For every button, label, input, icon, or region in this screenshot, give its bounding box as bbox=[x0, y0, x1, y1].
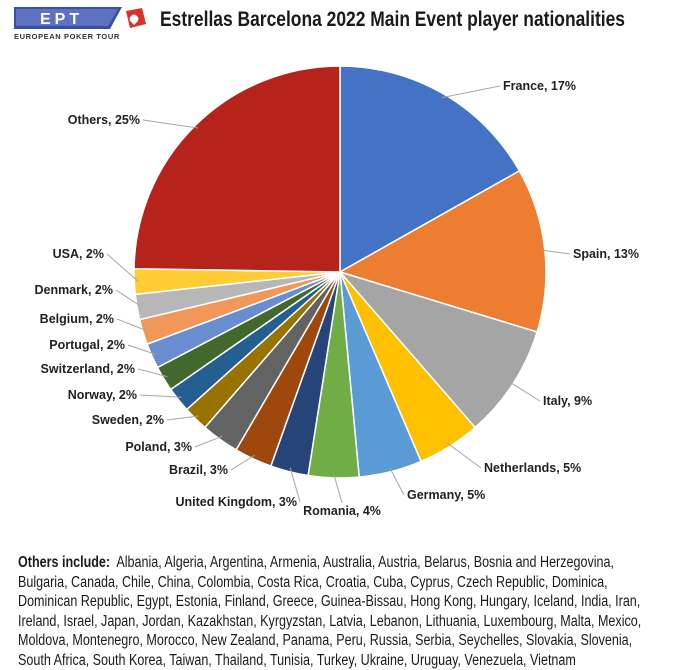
data-label: Denmark, 2% bbox=[34, 283, 113, 297]
leader-line bbox=[390, 468, 404, 495]
footnote-line: Bulgaria, Canada, Chile, China, Colombia… bbox=[18, 573, 690, 593]
data-label: Germany, 5% bbox=[407, 488, 485, 502]
leader-line bbox=[442, 86, 500, 98]
others-footnote: Others include: Albania, Algeria, Argent… bbox=[18, 553, 690, 670]
data-label: Spain, 13% bbox=[573, 247, 639, 261]
data-label: United Kingdom, 3% bbox=[175, 495, 297, 509]
data-label: Belgium, 2% bbox=[40, 312, 114, 326]
data-label: USA, 2% bbox=[53, 247, 104, 261]
data-label: Italy, 9% bbox=[543, 394, 592, 408]
data-label: Others, 25% bbox=[68, 113, 140, 127]
data-label: France, 17% bbox=[503, 79, 576, 93]
leader-line bbox=[231, 455, 255, 470]
data-label: Netherlands, 5% bbox=[484, 461, 581, 475]
data-label: Poland, 3% bbox=[125, 440, 192, 454]
data-label: Switzerland, 2% bbox=[41, 362, 135, 376]
data-label: Portugal, 2% bbox=[49, 338, 125, 352]
pie-slice-others bbox=[134, 66, 340, 272]
leader-line bbox=[143, 120, 198, 128]
footnote-line: Moldova, Montenegro, Morocco, New Zealan… bbox=[18, 631, 690, 651]
data-label: Brazil, 3% bbox=[169, 463, 228, 477]
leader-line bbox=[195, 436, 222, 447]
leader-line bbox=[509, 382, 540, 401]
footnote-label: Others include: bbox=[18, 554, 110, 571]
pie-chart: France, 17% Spain, 13% Italy, 9% Netherland… bbox=[0, 0, 700, 545]
footnote-line: Dominican Republic, Egypt, Estonia, Finl… bbox=[18, 592, 690, 612]
leader-line bbox=[447, 443, 481, 468]
footnote-line: Albania, Algeria, Argentina, Armenia, Au… bbox=[116, 554, 614, 571]
data-label: Sweden, 2% bbox=[92, 413, 164, 427]
data-label: Norway, 2% bbox=[68, 388, 137, 402]
footnote-line: South Africa, South Korea, Taiwan, Thail… bbox=[18, 651, 690, 670]
footnote-line: Ireland, Israel, Japan, Jordan, Kazakhst… bbox=[18, 612, 690, 632]
data-label: Romania, 4% bbox=[303, 504, 381, 518]
